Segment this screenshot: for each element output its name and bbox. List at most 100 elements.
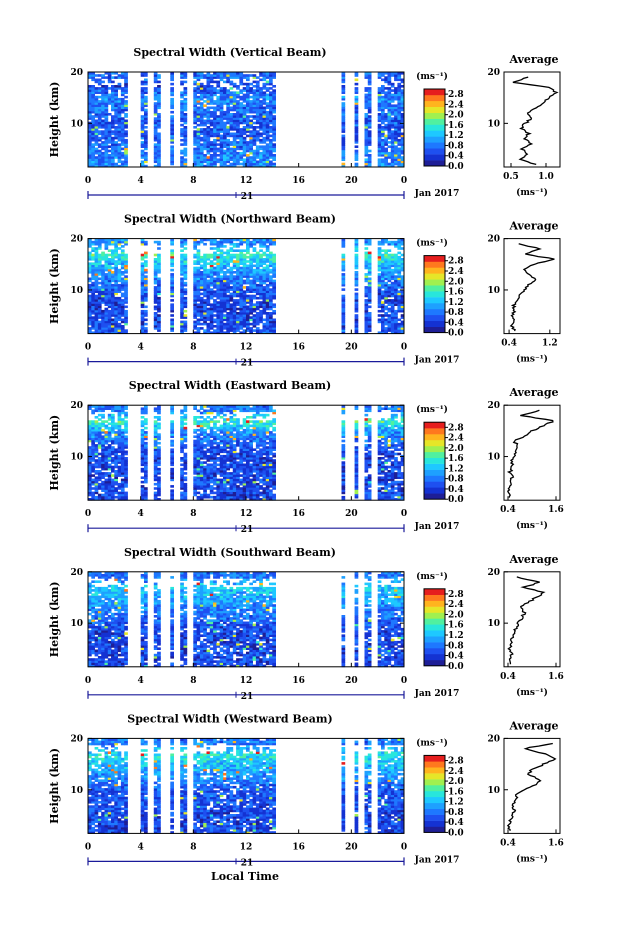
heatmap-cell [140,420,145,423]
heatmap-cell [114,454,118,458]
heatmap-cell [381,117,385,120]
colorbar-swatch [424,94,445,102]
heatmap-cell [269,296,273,300]
heatmap-cell [209,154,214,157]
heatmap-cell [203,164,207,168]
heatmap-cell [223,322,227,326]
heatmap-cell [206,301,211,304]
heatmap-cell [104,240,109,244]
heatmap-cell [88,138,92,142]
heatmap-cell [364,95,369,99]
heatmap-cell [97,123,102,127]
heatmap-cell [390,260,395,263]
heatmap-cell [196,474,201,477]
heatmap-cell [120,309,125,313]
heatmap-cell [387,309,392,313]
heatmap-cell [367,156,372,159]
heatmap-cell [97,268,102,272]
heatmap-cell [157,115,161,118]
heatmap-cell [203,158,207,161]
heatmap-cell [354,156,359,159]
heatmap-cell [265,253,270,257]
heatmap-cell [97,307,102,311]
heatmap-cell [107,491,112,495]
heatmap-cell [120,312,125,315]
heatmap-cell [114,147,118,151]
heatmap-cell [101,480,105,484]
heatmap-cell [91,240,95,244]
heatmap-cell [196,281,201,285]
heatmap-cell [206,307,211,311]
heatmap-cell [377,279,382,283]
heatmap-cell [394,113,398,116]
heatmap-cell [381,126,385,129]
heatmap-cell [104,482,109,486]
heatmap-cell [272,154,276,157]
heatmap-cell [117,242,122,246]
heatmap-cell [252,138,257,142]
heatmap-cell [265,115,270,118]
heatmap-cell [223,95,227,99]
heatmap-cell [114,433,118,436]
heatmap-cell [209,303,214,306]
heatmap-cell [124,255,128,259]
heatmap-cell [101,158,105,161]
heatmap-cell [269,104,273,107]
heatmap-cell [120,454,125,458]
heatmap-cell [216,143,221,146]
heatmap-cell [397,158,402,161]
heatmap-cell [397,325,402,328]
heatmap-cell [387,104,392,107]
heatmap-cell [104,160,109,164]
heatmap-cell [153,123,158,127]
heatmap-cell [101,416,105,419]
heatmap-cell [367,121,372,125]
heatmap-cell [387,273,392,276]
heatmap-cell [269,100,273,103]
heatmap-cell [367,164,372,168]
heatmap-cell [272,242,276,246]
heatmap-cell [229,106,234,110]
heatmap-cell [209,93,214,97]
heatmap-cell [120,418,125,421]
heatmap-cell [364,294,369,298]
heatmap-cell [153,76,158,79]
heatmap-cell [91,283,95,287]
heatmap-cell [216,260,221,263]
heatmap-cell [252,279,257,283]
heatmap-cell [381,283,385,287]
heatmap-cell [140,132,145,136]
heatmap-cell [157,470,161,473]
heatmap-cell [104,489,109,492]
heatmap-cell [114,126,118,129]
heatmap-cell [183,74,188,77]
heatmap-cell [223,299,227,302]
heatmap-cell [88,162,92,166]
heatmap-cell [107,260,112,263]
heatmap-cell [272,91,276,94]
heatmap-cell [272,117,276,120]
heatmap-cell [242,136,247,140]
heatmap-cell [341,312,346,315]
heatmap-cell [400,320,405,324]
heatmap-cell [255,104,260,107]
heatmap-cell [153,290,158,293]
heatmap-cell [88,277,92,281]
heatmap-cell [107,325,112,328]
heatmap-cell [384,136,388,140]
heatmap-cell [101,91,105,94]
heatmap-cell [384,138,388,142]
heatmap-cell [400,143,405,146]
heatmap-cell [193,245,197,248]
heatmap-cell [193,420,197,423]
heatmap-cell [223,331,227,334]
heatmap-cell [400,149,405,153]
heatmap-cell [249,74,253,77]
heatmap-cell [213,277,217,281]
heatmap-cell [246,290,250,293]
heatmap-cell [117,413,122,417]
heatmap-cell [259,290,263,293]
profile-height-label: 10 [487,119,500,129]
heatmap-cell [193,253,197,257]
heatmap-cell [91,301,95,304]
